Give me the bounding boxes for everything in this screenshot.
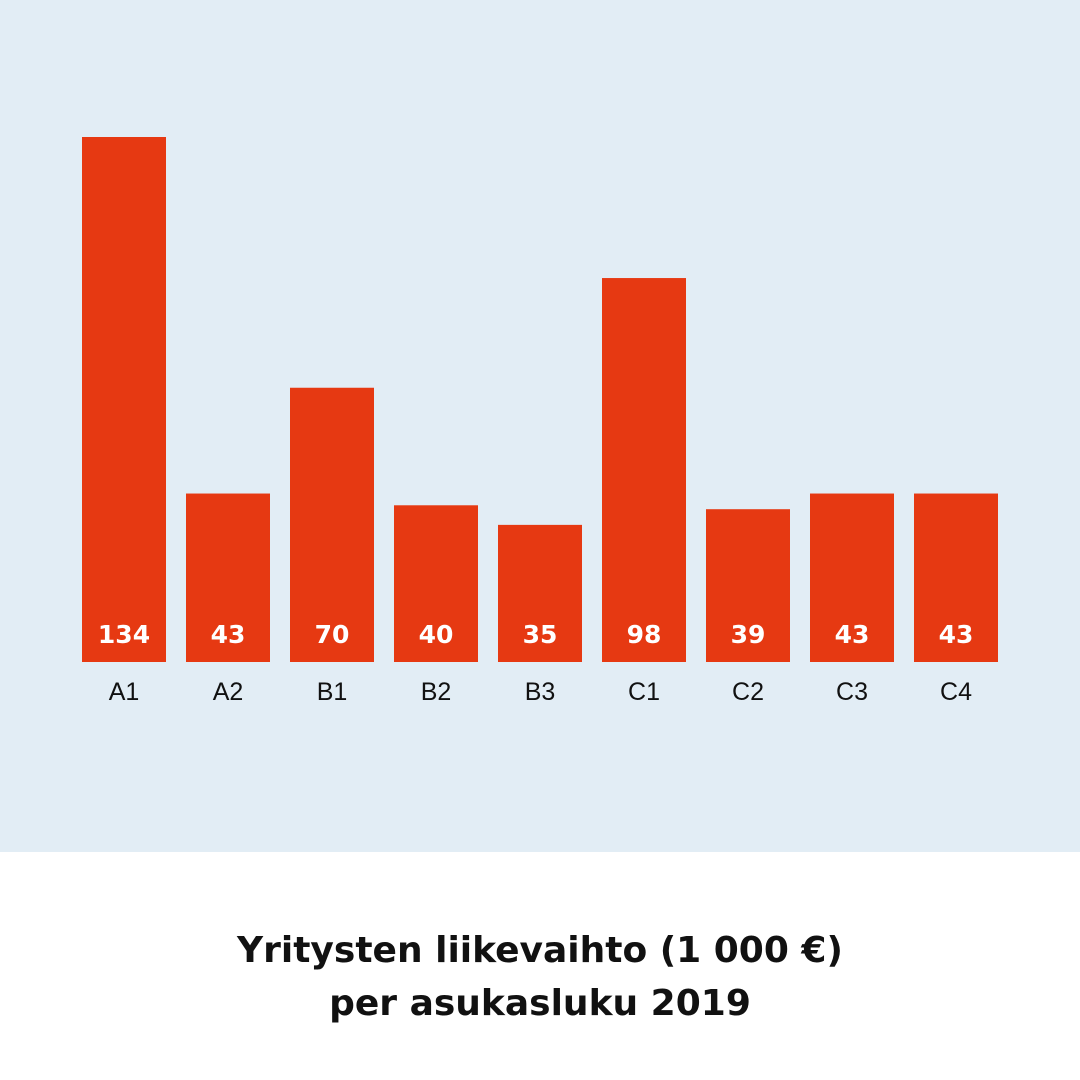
bar-a1 — [82, 137, 166, 662]
bar-value-label-a1: 134 — [98, 620, 150, 649]
category-label-c4: C4 — [940, 678, 972, 706]
bar-c1 — [602, 278, 686, 662]
bar-value-label-c2: 39 — [731, 620, 766, 649]
bar-value-label-c3: 43 — [835, 620, 870, 649]
bar-b2 — [394, 505, 478, 662]
category-label-c1: C1 — [628, 678, 660, 706]
bar-c2 — [706, 509, 790, 662]
bar-c4 — [914, 493, 998, 662]
chart-background — [0, 0, 1080, 852]
bar-value-label-b2: 40 — [419, 620, 454, 649]
category-label-a1: A1 — [109, 678, 140, 706]
caption-line-2: per asukasluku 2019 — [329, 983, 751, 1024]
bar-value-label-c1: 98 — [627, 620, 662, 649]
category-label-b1: B1 — [317, 678, 348, 706]
category-label-b3: B3 — [525, 678, 556, 706]
bar-chart: 134 A1 43 A2 70 B1 40 B2 35 B3 98 C1 39 C2 43 C3 43 C4 — [0, 0, 1080, 852]
category-label-c2: C2 — [732, 678, 764, 706]
category-label-c3: C3 — [836, 678, 868, 706]
bar-b3 — [498, 524, 582, 662]
chart-panel: 134 A1 43 A2 70 B1 40 B2 35 B3 98 C1 39 C2 43 C3 43 C4 — [0, 0, 1080, 852]
category-label-b2: B2 — [421, 678, 452, 706]
bar-value-label-a2: 43 — [211, 620, 246, 649]
category-label-a2: A2 — [213, 678, 244, 706]
bar-value-label-b3: 35 — [523, 620, 558, 649]
bar-b1 — [290, 387, 374, 662]
bar-value-label-b1: 70 — [315, 620, 350, 649]
bar-c3 — [810, 493, 894, 662]
caption-line-1: Yritysten liikevaihto (1 000 €) — [237, 930, 843, 971]
bar-value-label-c4: 43 — [939, 620, 974, 649]
bar-a2 — [186, 493, 270, 662]
chart-caption: Yritysten liikevaihto (1 000 €) per asuk… — [0, 852, 1080, 1080]
